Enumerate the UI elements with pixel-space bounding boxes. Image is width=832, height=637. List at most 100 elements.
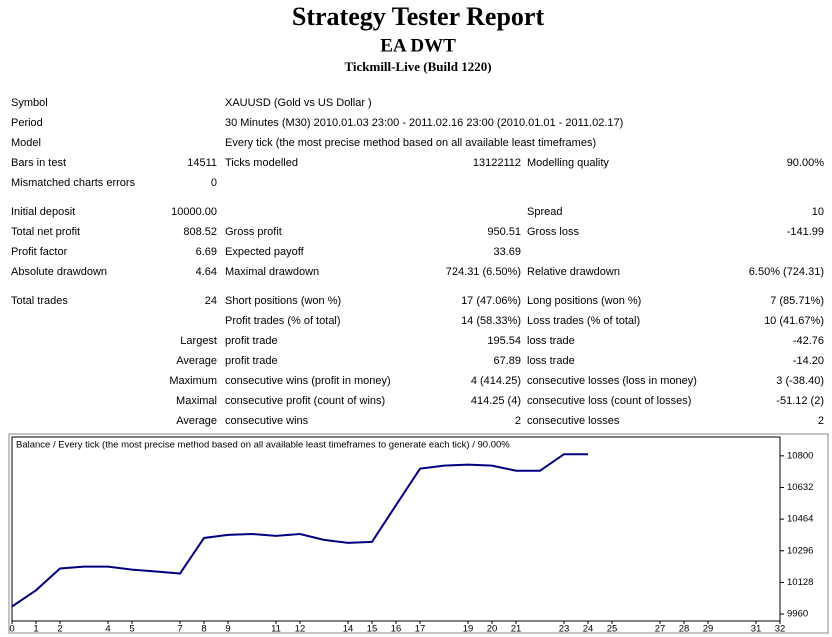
table-cell: Gross profit <box>225 226 282 238</box>
x-tick-label: 14 <box>343 624 354 635</box>
report-title: Strategy Tester Report <box>292 2 545 31</box>
table-cell: 10 (41.67%) <box>764 315 824 327</box>
table-cell: consecutive loss (count of losses) <box>527 395 691 407</box>
table-cell: 414.25 (4) <box>471 395 521 407</box>
table-cell: consecutive wins <box>225 415 309 427</box>
table-cell: 724.31 (6.50%) <box>446 266 521 278</box>
expert-name: EA DWT <box>380 35 456 56</box>
table-cell: consecutive losses <box>527 415 620 427</box>
y-tick-label: 10296 <box>787 545 813 556</box>
table-cell: 67.89 <box>493 355 521 367</box>
table-cell: Every tick (the most precise method base… <box>225 137 596 149</box>
y-tick-label: 10128 <box>787 577 813 588</box>
x-tick-label: 31 <box>751 624 762 635</box>
table-cell: profit trade <box>225 335 278 347</box>
table-cell: Largest <box>180 335 217 347</box>
table-cell: Loss trades (% of total) <box>527 315 640 327</box>
table-cell: Total net profit <box>11 226 80 238</box>
table-cell: 10000.00 <box>171 206 217 218</box>
table-cell: Relative drawdown <box>527 266 620 278</box>
table-cell: Bars in test <box>11 157 66 169</box>
table-cell: 14511 <box>187 157 217 169</box>
x-tick-label: 15 <box>367 624 378 635</box>
y-tick-label: 10800 <box>787 450 813 461</box>
table-cell: consecutive losses (loss in money) <box>527 375 697 387</box>
x-tick-label: 11 <box>271 624 281 635</box>
table-cell: Initial deposit <box>11 206 75 218</box>
table-cell: 30 Minutes (M30) 2010.01.03 23:00 - 2011… <box>225 117 623 129</box>
table-cell: Profit trades (% of total) <box>225 315 341 327</box>
table-cell: 808.52 <box>183 226 217 238</box>
table-cell: Maximal drawdown <box>225 266 319 278</box>
x-tick-label: 9 <box>225 624 230 635</box>
table-cell: -51.12 (2) <box>776 395 824 407</box>
table-cell: 7 (85.71%) <box>770 295 824 307</box>
x-tick-label: 27 <box>655 624 666 635</box>
table-cell: Mismatched charts errors <box>11 177 136 189</box>
table-cell: Ticks modelled <box>225 157 298 169</box>
x-tick-label: 7 <box>177 624 182 635</box>
table-cell: 3 (-38.40) <box>776 375 824 387</box>
x-tick-label: 25 <box>607 624 618 635</box>
x-tick-label: 24 <box>583 624 594 635</box>
table-cell: loss trade <box>527 335 575 347</box>
table-cell: Period <box>11 117 43 129</box>
table-cell: 90.00% <box>787 157 825 169</box>
table-cell: 4 (414.25) <box>471 375 521 387</box>
table-cell: Symbol <box>11 97 48 109</box>
table-cell: 24 <box>205 295 217 307</box>
x-tick-label: 16 <box>391 624 402 635</box>
table-cell: Modelling quality <box>527 157 609 169</box>
x-tick-label: 0 <box>9 624 14 635</box>
table-cell: -14.20 <box>793 355 824 367</box>
table-cell: Spread <box>527 206 562 218</box>
x-tick-label: 12 <box>295 624 306 635</box>
x-tick-label: 20 <box>487 624 498 635</box>
x-tick-label: 19 <box>463 624 474 635</box>
table-cell: 6.50% (724.31) <box>749 266 824 278</box>
x-tick-label: 5 <box>129 624 134 635</box>
table-cell: 17 (47.06%) <box>461 295 521 307</box>
table-cell: -141.99 <box>787 226 824 238</box>
table-cell: loss trade <box>527 355 575 367</box>
table-cell: Gross loss <box>527 226 579 238</box>
y-tick-label: 10632 <box>787 482 813 493</box>
table-cell: Average <box>176 355 217 367</box>
table-cell: -42.76 <box>793 335 824 347</box>
x-tick-label: 2 <box>57 624 62 635</box>
server-name: Tickmill-Live (Build 1220) <box>344 59 491 74</box>
table-cell: Maximum <box>169 375 217 387</box>
chart-title: Balance / Every tick (the most precise m… <box>16 440 510 451</box>
x-tick-label: 32 <box>775 624 786 635</box>
table-cell: 195.54 <box>487 335 521 347</box>
table-cell: 10 <box>812 206 824 218</box>
table-cell: Maximal <box>176 395 217 407</box>
x-tick-label: 21 <box>511 624 522 635</box>
table-cell: 0 <box>211 177 217 189</box>
table-cell: Expected payoff <box>225 246 305 258</box>
y-tick-label: 10464 <box>787 514 813 525</box>
table-cell: XAUUSD (Gold vs US Dollar ) <box>225 97 372 109</box>
table-cell: 33.69 <box>493 246 521 258</box>
table-cell: Long positions (won %) <box>527 295 641 307</box>
x-tick-label: 1 <box>33 624 38 635</box>
x-tick-label: 29 <box>703 624 714 635</box>
x-tick-label: 4 <box>105 624 110 635</box>
x-tick-label: 8 <box>201 624 206 635</box>
table-cell: consecutive profit (count of wins) <box>225 395 385 407</box>
table-cell: Absolute drawdown <box>11 266 107 278</box>
plot-area <box>11 436 781 622</box>
table-cell: 14 (58.33%) <box>461 315 521 327</box>
table-cell: Profit factor <box>11 246 68 258</box>
x-tick-label: 23 <box>559 624 570 635</box>
table-cell: 6.69 <box>196 246 217 258</box>
table-cell: Total trades <box>11 295 68 307</box>
table-cell: Short positions (won %) <box>225 295 341 307</box>
table-cell: consecutive wins (profit in money) <box>225 375 391 387</box>
balance-line <box>11 453 588 608</box>
x-tick-label: 17 <box>415 624 426 635</box>
table-cell: profit trade <box>225 355 278 367</box>
table-cell: 4.64 <box>196 266 217 278</box>
